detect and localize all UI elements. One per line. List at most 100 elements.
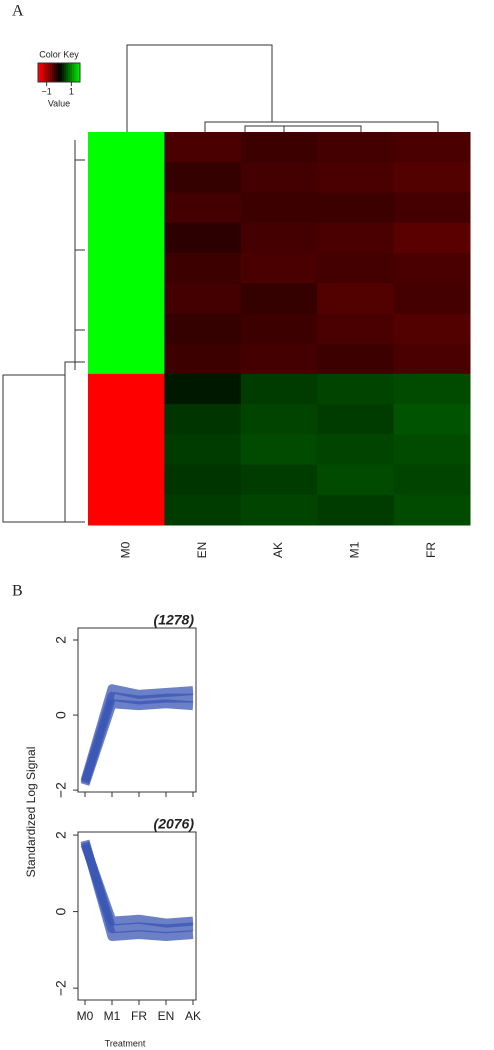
color-key-swatch [38, 63, 41, 82]
heatmap-cell [240, 192, 318, 224]
x-tick-label: M1 [104, 1009, 121, 1023]
color-key-title: Color Key [39, 49, 79, 59]
heatmap-cell [317, 313, 395, 345]
x-axis-label: Treatment [105, 1038, 146, 1048]
heatmap-cell [240, 404, 318, 435]
heatmap-cell [240, 434, 318, 466]
plot-frame [77, 831, 197, 1001]
column-label: AK [271, 542, 285, 558]
heatmap-cell [393, 373, 471, 405]
heatmap-cell [88, 313, 165, 345]
y-tick-label: 0 [53, 711, 69, 719]
heatmap-cell [317, 192, 395, 224]
heatmap-cell [317, 434, 395, 466]
heatmap-cell [393, 494, 471, 526]
color-key-swatch [48, 63, 51, 82]
color-key-swatch [52, 63, 55, 82]
heatmap-cell [164, 283, 242, 314]
heatmap-cell [393, 343, 471, 375]
heatmap-cell [164, 404, 242, 435]
heatmap-cell [164, 132, 242, 163]
row-dendrogram [2, 140, 85, 523]
x-tick-label: FR [131, 1009, 147, 1023]
column-dendrogram [126, 44, 439, 132]
heatmap-cell [317, 283, 395, 314]
heatmap-cell [393, 464, 471, 496]
heatmap-cell [240, 494, 318, 526]
heatmap-cell [240, 464, 318, 496]
heatmap-cell [393, 404, 471, 435]
cluster-size: (1278) [154, 612, 195, 628]
color-key-swatch [64, 63, 67, 82]
heatmap-cell [88, 162, 165, 193]
color-key-swatch [46, 63, 49, 82]
heatmap-cell [88, 373, 165, 405]
color-key-swatch [60, 63, 63, 82]
heatmap-cell [164, 494, 242, 526]
heatmap-cell [88, 404, 165, 435]
plot-frame [77, 627, 197, 793]
cluster-size: (2076) [154, 816, 195, 832]
heatmap-cell [240, 252, 318, 284]
heatmap-cell [317, 222, 395, 254]
heatmap-cell [88, 252, 165, 284]
y-tick-label: −2 [53, 980, 69, 996]
heatmap-cell [88, 192, 165, 224]
heatmap-cell [240, 162, 318, 193]
heatmap-cell [88, 494, 165, 526]
heatmap-cell [164, 464, 242, 496]
color-key-swatch [74, 63, 77, 82]
heatmap-cell [317, 494, 395, 526]
color-key-swatch [40, 63, 43, 82]
color-key-swatch [72, 63, 75, 82]
color-key-tick-label: −1 [42, 86, 52, 96]
heatmap-cell [164, 222, 242, 254]
heatmap-cell [317, 252, 395, 284]
color-key-swatch [68, 63, 71, 82]
heatmap-cell [164, 162, 242, 193]
panel-label: B [12, 583, 23, 600]
heatmap-cell [240, 343, 318, 375]
heatmap-cell [164, 434, 242, 466]
heatmap-cell [164, 373, 242, 405]
heatmap-cell [88, 222, 165, 254]
heatmap-cell [393, 192, 471, 224]
panel-label: A [12, 3, 24, 20]
color-key-swatch [54, 63, 57, 82]
color-key-tick-label: 1 [69, 86, 74, 96]
heatmap-cell [88, 434, 165, 466]
heatmap-cell [88, 464, 165, 496]
heatmap-cell [88, 132, 165, 163]
heatmap-cell [88, 343, 165, 375]
heatmap-cell [393, 252, 471, 284]
heatmap-cell [164, 252, 242, 284]
color-key-swatch [42, 63, 45, 82]
heatmap-cell [317, 132, 395, 163]
heatmap-cell [317, 464, 395, 496]
y-tick-label: 0 [53, 907, 69, 915]
heatmap-cell [317, 404, 395, 435]
heatmap-cell [240, 373, 318, 405]
color-key-frame [37, 62, 81, 83]
heatmap-cell [240, 222, 318, 254]
heatmap-cell [317, 373, 395, 405]
color-key-swatch [70, 63, 73, 82]
heatmap-cell [240, 313, 318, 345]
line-series [80, 839, 194, 941]
x-tick-label: AK [185, 1009, 201, 1023]
column-label: M0 [118, 541, 132, 558]
color-key-swatch [76, 63, 79, 82]
x-tick-label: EN [158, 1009, 175, 1023]
y-axis-label: Standardized Log Signal [24, 747, 38, 878]
heatmap-cell [317, 162, 395, 193]
color-key-swatch [58, 63, 61, 82]
color-key-swatch [50, 63, 53, 82]
heatmap-cell [393, 162, 471, 193]
color-key-swatch [56, 63, 59, 82]
x-tick-label: M0 [77, 1009, 94, 1023]
column-label: FR [424, 542, 438, 558]
heatmap-cell [393, 434, 471, 466]
column-label: M1 [348, 541, 362, 558]
heatmap-cell [393, 222, 471, 254]
